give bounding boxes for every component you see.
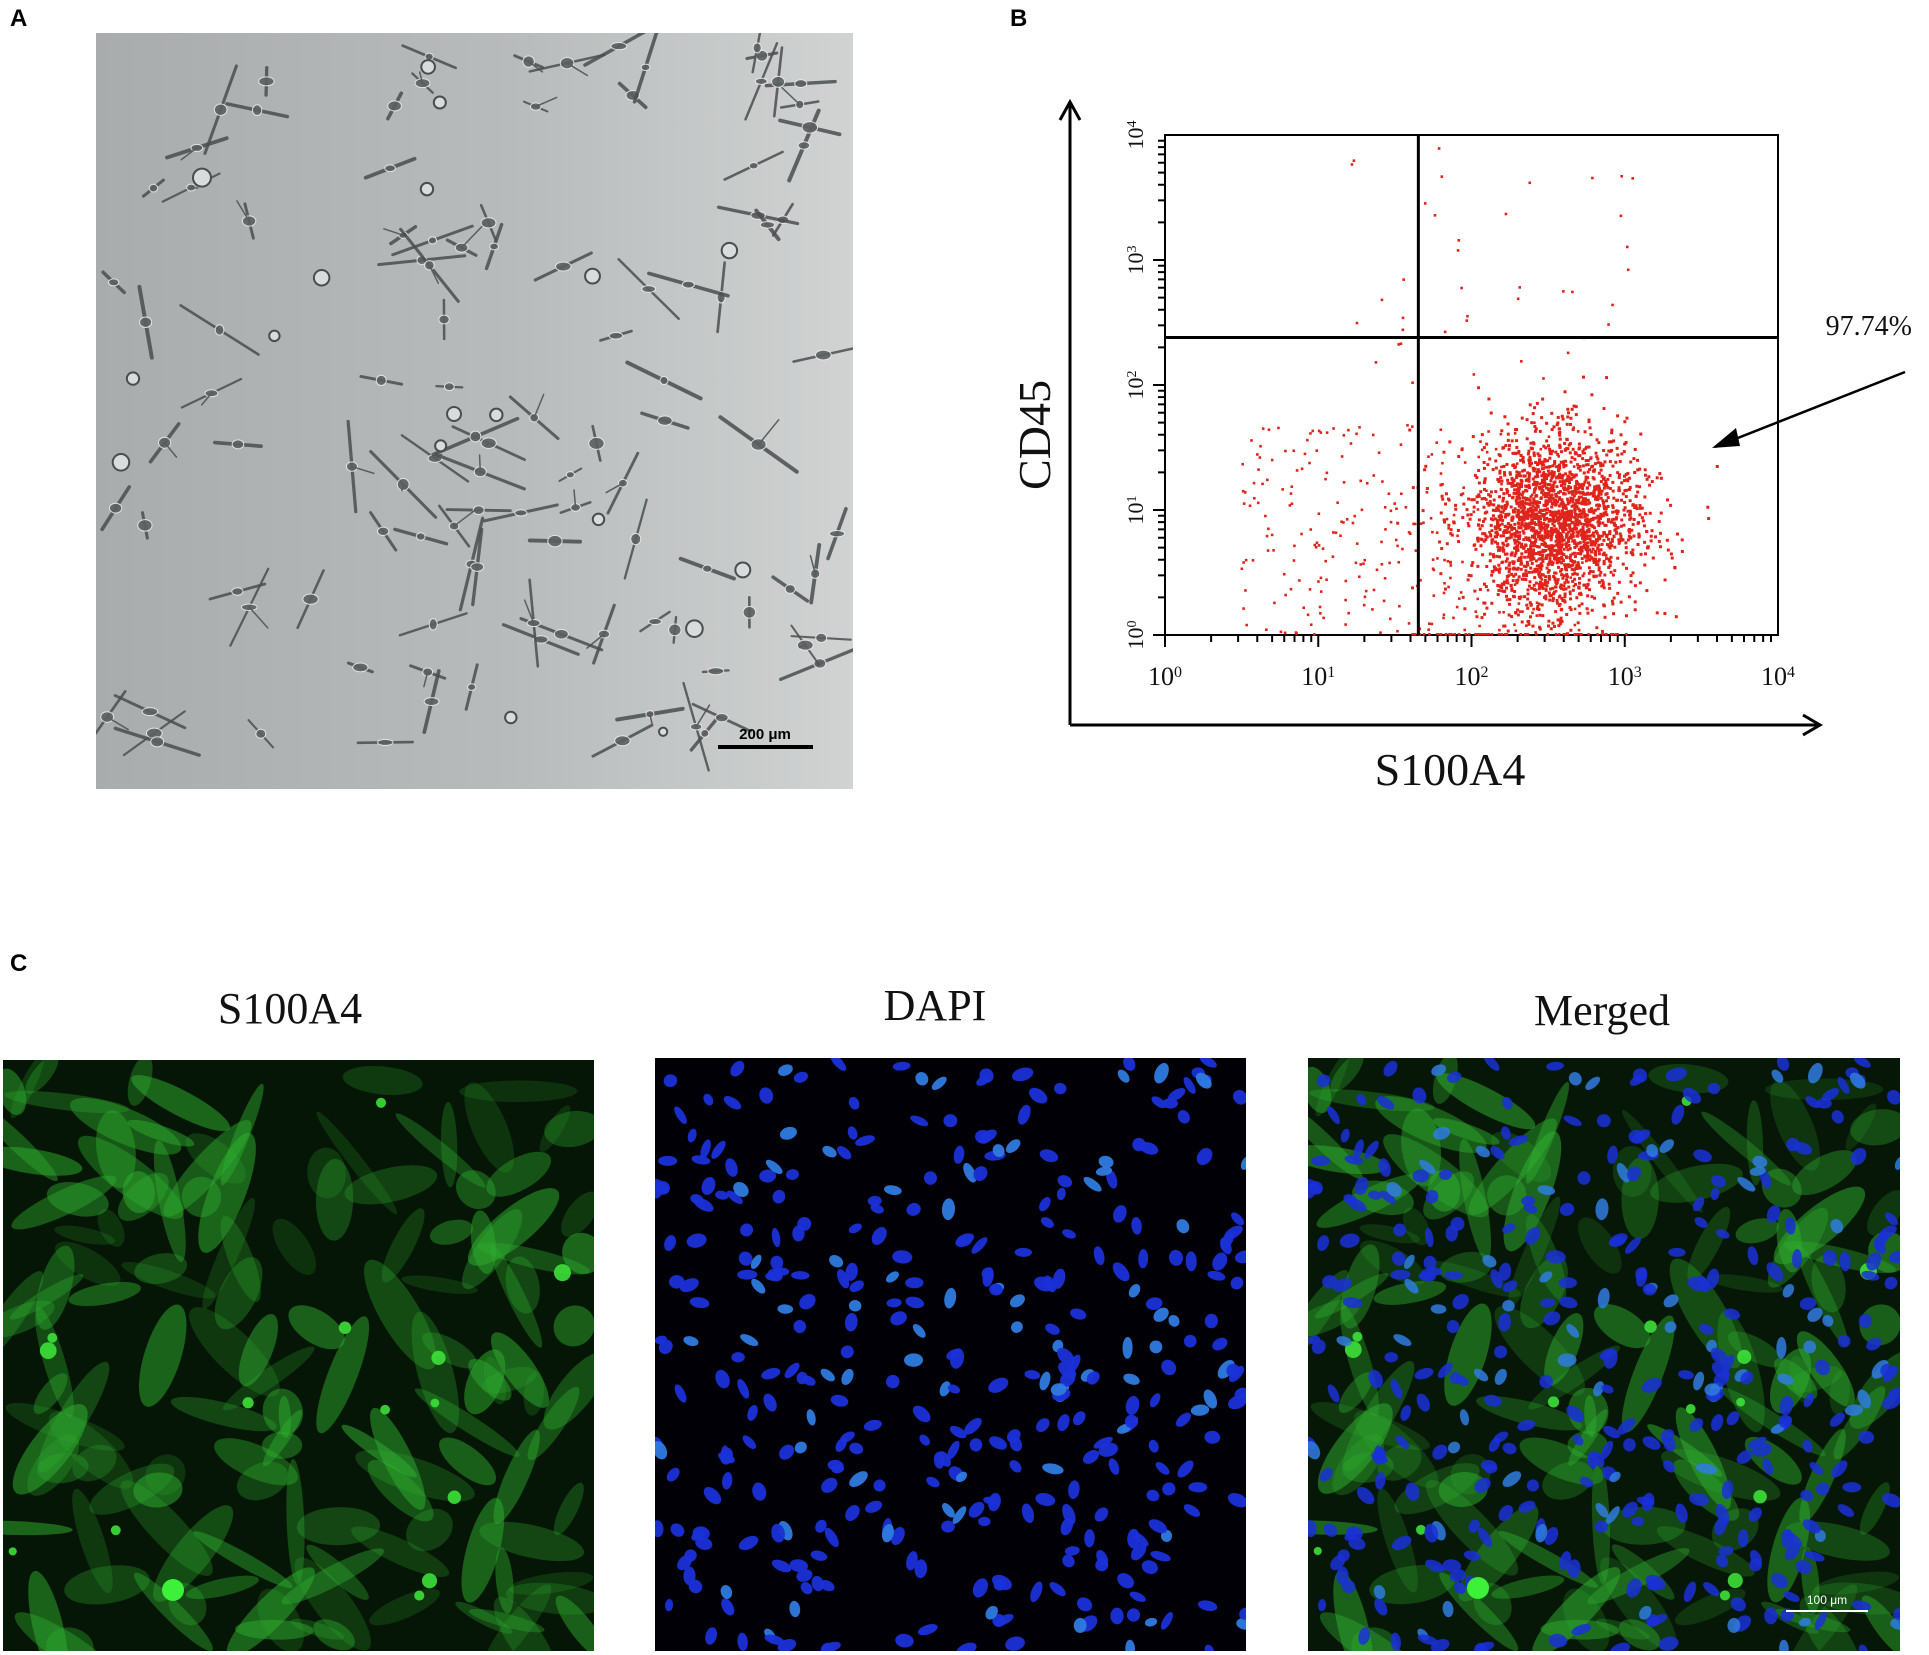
label-dapi: DAPI	[883, 981, 987, 1030]
annotation-arrow	[1714, 370, 1906, 449]
y-tick-label: 100	[1123, 621, 1148, 650]
y-axis-arrowhead	[1058, 98, 1082, 121]
flow-plot-canvas: 100 101 102 103 104 100 101 102 103 104 CD45 S10…	[1009, 98, 1912, 795]
scale-bar-a-label: 200 μm	[739, 726, 791, 743]
s100a4-canvas	[3, 1060, 594, 1651]
y-tick-label: 103	[1123, 246, 1148, 275]
x-tick-label: 102	[1455, 662, 1489, 691]
label-merged: Merged	[1533, 986, 1671, 1035]
event-dots	[1240, 147, 1719, 636]
panel-letter-a: A	[10, 5, 28, 32]
y-tick-label: 104	[1123, 121, 1148, 150]
scale-bar-c-label: 100 μm	[1807, 1593, 1847, 1607]
s100a4-fluorescence-image	[3, 1060, 594, 1651]
merged-canvas: 100 μm	[1308, 1058, 1900, 1651]
x-tick-label: 101	[1301, 662, 1335, 691]
percentage-annotation: 97.74%	[1826, 311, 1912, 342]
annotation-arrowhead	[1712, 428, 1740, 448]
dapi-canvas	[655, 1058, 1246, 1651]
plot-frame	[1164, 134, 1779, 636]
panel-letter-c: C	[10, 950, 28, 977]
x-tick-label: 104	[1761, 662, 1795, 691]
x-axis-label: S100A4	[1375, 744, 1526, 795]
y-tick-label: 102	[1123, 371, 1148, 400]
phase-contrast-image: 200 μm	[96, 33, 853, 789]
flow-cytometry-plot: 100 101 102 103 104 100 101 102 103 104 CD45 S10…	[1000, 90, 1929, 810]
merged-fluorescence-image: 100 μm	[1308, 1058, 1900, 1651]
y-axis-label: CD45	[1009, 380, 1060, 490]
phase-contrast-canvas: 200 μm	[96, 33, 853, 789]
y-tick-label: 101	[1123, 496, 1148, 525]
x-tick-label: 100	[1148, 662, 1182, 691]
x-tick-label: 103	[1608, 662, 1642, 691]
x-axis-arrowhead	[1802, 713, 1823, 737]
panel-letter-b: B	[1010, 5, 1028, 32]
dapi-fluorescence-image	[655, 1058, 1246, 1651]
label-s100a4: S100A4	[217, 984, 363, 1033]
